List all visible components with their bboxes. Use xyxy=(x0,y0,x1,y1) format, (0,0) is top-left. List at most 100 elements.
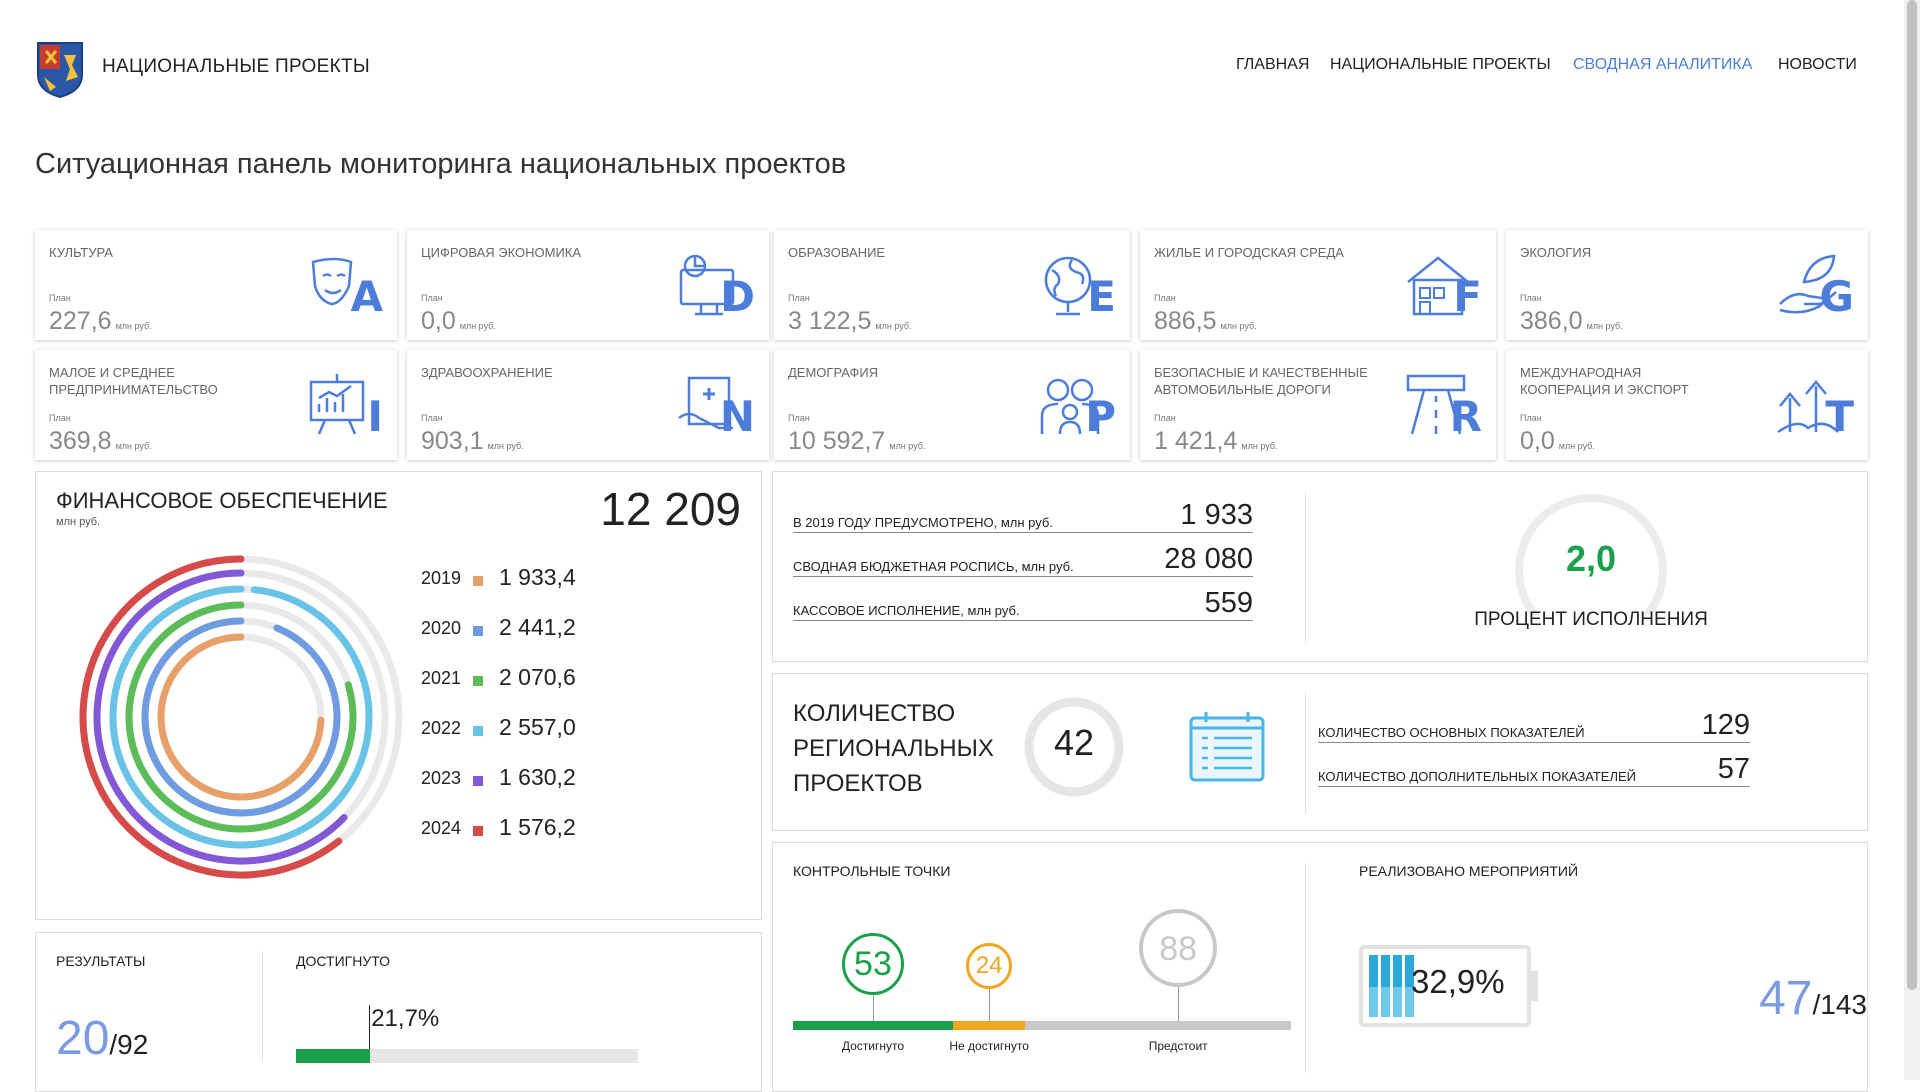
control-point-label: Не достигнуто xyxy=(949,1039,1029,1053)
export-arrows-icon xyxy=(1776,372,1854,442)
family-icon xyxy=(1038,372,1116,442)
budget-row-label: КАССОВОЕ ИСПОЛНЕНИЕ, млн руб. xyxy=(793,603,1020,618)
legend-year: 2019 xyxy=(421,568,462,588)
legend-color-swatch xyxy=(473,776,483,786)
project-card-name: ОБРАЗОВАНИЕ xyxy=(788,245,886,260)
battery-cell xyxy=(1393,955,1402,1017)
project-card[interactable]: ЗДРАВООХРАНЕНИЕ План 903,1 млн руб. N xyxy=(407,350,769,460)
project-letter: E xyxy=(1087,272,1116,321)
plan-unit: млн руб. xyxy=(115,321,152,331)
nav-home[interactable]: ГЛАВНАЯ xyxy=(1236,56,1310,73)
medical-chart-icon xyxy=(677,372,755,442)
checklist-icon xyxy=(1188,710,1266,789)
region-coat-of-arms-logo[interactable] xyxy=(36,41,84,99)
battery-cell xyxy=(1369,955,1378,1017)
plan-unit: млн руб. xyxy=(459,321,496,331)
plan-value: 0,0 xyxy=(421,307,456,335)
project-card-name: ДЕМОГРАФИЯ xyxy=(788,365,879,380)
brand-title[interactable]: НАЦИОНАЛЬНЫЕ ПРОЕКТЫ xyxy=(102,56,370,77)
scrollbar-track[interactable] xyxy=(1904,0,1920,1080)
project-card[interactable]: КУЛЬТУРА План 227,6 млн руб. A xyxy=(35,230,397,340)
budget-row-value: 1 933 xyxy=(1180,499,1253,531)
plan-value: 227,6 xyxy=(49,307,112,335)
legend-color-swatch xyxy=(473,576,483,586)
project-letter: P xyxy=(1085,392,1116,441)
radial-bar-2022 xyxy=(109,585,373,849)
project-letter: R xyxy=(1449,392,1482,441)
project-letter: T xyxy=(1825,392,1854,441)
plan-unit: млн руб. xyxy=(1558,441,1595,451)
plan-value: 386,0 xyxy=(1520,307,1583,335)
results-panel: РЕЗУЛЬТАТЫ 20/92 ДОСТИГНУТО 21,7% xyxy=(35,932,762,1092)
budget-row: КАССОВОЕ ИСПОЛНЕНИЕ, млн руб. 559 xyxy=(793,582,1253,621)
plan-label: План xyxy=(1520,293,1542,303)
legend-value: 2 557,0 xyxy=(499,714,576,740)
legend-value: 2 441,2 xyxy=(499,614,576,640)
project-card[interactable]: ЭКОЛОГИЯ План 386,0 млн руб. G xyxy=(1506,230,1868,340)
project-letter: N xyxy=(719,392,755,441)
plan-label: План xyxy=(1154,413,1176,423)
hand-leaf-icon xyxy=(1776,252,1854,322)
achieved-title: ДОСТИГНУТО xyxy=(296,953,391,969)
project-card-name: ЭКОЛОГИЯ xyxy=(1520,245,1592,260)
legend-year: 2022 xyxy=(421,718,462,738)
plan-value-row: 886,5 млн руб. xyxy=(1154,307,1257,336)
indicator-row: КОЛИЧЕСТВО ОСНОВНЫХ ПОКАЗАТЕЛЕЙ 129 xyxy=(1318,702,1750,743)
project-card[interactable]: ЦИФРОВАЯ ЭКОНОМИКА План 0,0 млн руб. D xyxy=(407,230,769,340)
results-total: /92 xyxy=(109,1029,149,1060)
plan-value: 10 592,7 xyxy=(788,427,886,455)
plan-value-row: 227,6 млн руб. xyxy=(49,307,152,336)
legend-color-swatch xyxy=(473,626,483,636)
plan-unit: млн руб. xyxy=(487,441,524,451)
nav-news[interactable]: НОВОСТИ xyxy=(1778,56,1857,73)
plan-unit: млн руб. xyxy=(1586,321,1623,331)
project-card[interactable]: МЕЖДУНАРОДНАЯ КООПЕРАЦИЯ И ЭКСПОРТ План 0,… xyxy=(1506,350,1868,460)
legend-value: 1 933,4 xyxy=(499,564,576,590)
results-achieved-count: 20 xyxy=(56,1012,110,1065)
radial-bar-2021 xyxy=(125,601,357,833)
nav-summary-analytics[interactable]: СВОДНАЯ АНАЛИТИКА xyxy=(1573,56,1753,73)
plan-value: 886,5 xyxy=(1154,307,1217,335)
plan-label: План xyxy=(49,413,71,423)
plan-unit: млн руб. xyxy=(1241,441,1278,451)
scrollbar-thumb[interactable] xyxy=(1907,0,1917,990)
project-card[interactable]: МАЛОЕ И СРЕДНЕЕ ПРЕДПРИНИМАТЕЛЬСТВО План 3… xyxy=(35,350,397,460)
project-card-name: ЦИФРОВАЯ ЭКОНОМИКА xyxy=(421,245,582,260)
theater-masks-icon xyxy=(305,252,383,322)
battery-icon xyxy=(1359,945,1539,1032)
radial-bar-2023 xyxy=(93,569,348,865)
project-card[interactable]: ЖИЛЬЕ И ГОРОДСКАЯ СРЕДА План 886,5 млн руб.… xyxy=(1140,230,1496,340)
radial-bar-2024 xyxy=(79,555,343,879)
project-letter: D xyxy=(720,272,755,321)
nav-national-projects[interactable]: НАЦИОНАЛЬНЫЕ ПРОЕКТЫ xyxy=(1330,56,1551,73)
plan-label: План xyxy=(1154,293,1176,303)
results-count: 20/92 xyxy=(56,1011,148,1066)
finance-total: 12 209 xyxy=(600,483,741,535)
budget-row: В 2019 ГОДУ ПРЕДУСМОТРЕНО, млн руб. 1 93… xyxy=(793,494,1253,533)
plan-value-row: 10 592,7 млн руб. xyxy=(788,427,925,456)
regional-projects-title: КОЛИЧЕСТВО РЕГИОНАЛЬНЫХ ПРОЕКТОВ xyxy=(793,700,994,797)
legend-color-swatch xyxy=(473,826,483,836)
budget-row-value: 559 xyxy=(1204,587,1253,619)
control-point-circle: 24 xyxy=(966,943,1013,989)
divider xyxy=(262,951,263,1061)
project-card[interactable]: ОБРАЗОВАНИЕ План 3 122,5 млн руб. E xyxy=(774,230,1130,340)
events-total: /143 xyxy=(1812,989,1868,1020)
control-point-label: Достигнуто xyxy=(841,1039,905,1053)
project-card[interactable]: ДЕМОГРАФИЯ План 10 592,7 млн руб. P xyxy=(774,350,1130,460)
budget-panel: В 2019 ГОДУ ПРЕДУСМОТРЕНО, млн руб. 1 93… xyxy=(772,471,1868,662)
plan-value-row: 903,1 млн руб. xyxy=(421,427,524,456)
project-card[interactable]: БЕЗОПАСНЫЕ И КАЧЕСТВЕННЫЕ АВТОМОБИЛЬНЫЕ … xyxy=(1140,350,1496,460)
events-percent: 32,9% xyxy=(1411,963,1505,1000)
battery-cell xyxy=(1405,955,1414,1017)
plan-value-row: 0,0 млн руб. xyxy=(421,307,496,336)
plan-label: План xyxy=(788,293,810,303)
plan-label: План xyxy=(788,413,810,423)
budget-row-label: В 2019 ГОДУ ПРЕДУСМОТРЕНО, млн руб. xyxy=(793,515,1053,530)
regional-count: 42 xyxy=(1053,722,1095,763)
project-card-name: ЖИЛЬЕ И ГОРОДСКАЯ СРЕДА xyxy=(1154,245,1344,260)
control-point-label: Предстоит xyxy=(1148,1039,1208,1053)
radial-bar-2019 xyxy=(157,633,325,801)
execution-percent-gauge xyxy=(1515,494,1667,615)
plan-label: План xyxy=(421,413,443,423)
